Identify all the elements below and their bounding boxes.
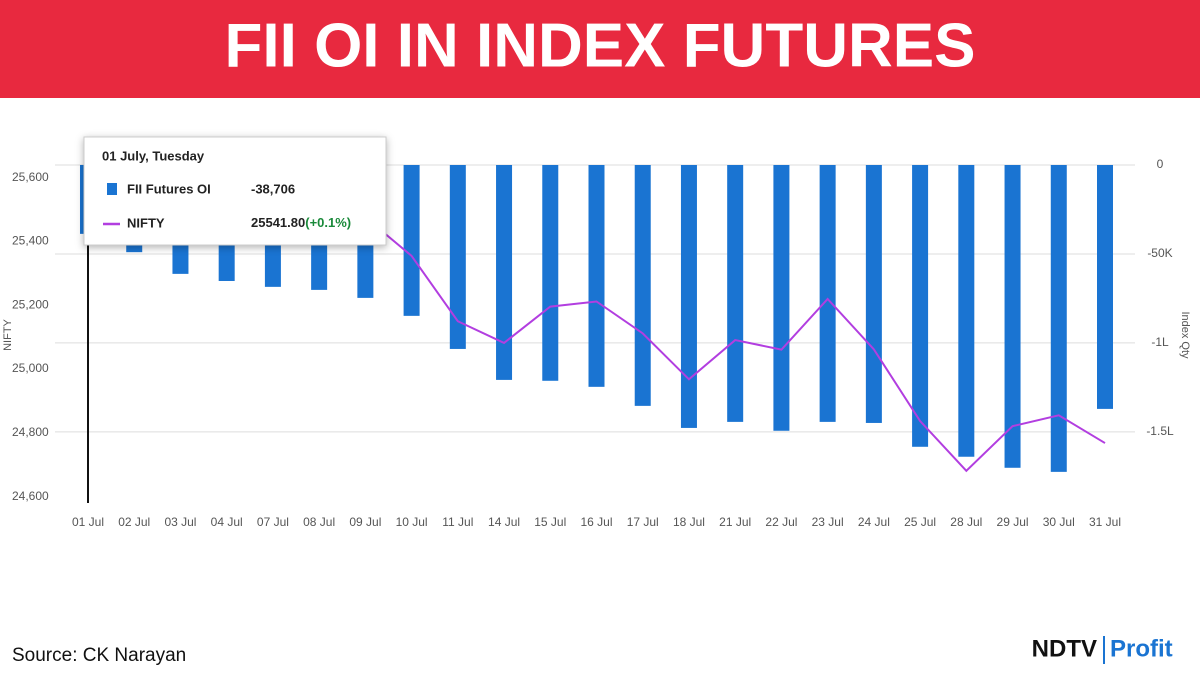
- bar: [773, 165, 790, 431]
- y-tick-label: 25,200: [12, 297, 49, 311]
- legend-label: FII Futures OI: [127, 181, 211, 196]
- x-tick-label: 09 Jul: [349, 515, 381, 529]
- x-tick-label: 30 Jul: [1043, 515, 1075, 529]
- bar: [1097, 165, 1113, 409]
- x-tick-label: 28 Jul: [950, 515, 982, 529]
- y2-tick-label: -1L: [1151, 335, 1169, 349]
- y-tick-label: 25,000: [12, 361, 49, 375]
- x-tick-label: 14 Jul: [488, 515, 520, 529]
- bar: [403, 165, 420, 316]
- y2-axis-label: Index Qty: [1179, 311, 1191, 359]
- x-tick-label: 02 Jul: [118, 515, 150, 529]
- bar: [680, 165, 697, 428]
- x-tick-label: 21 Jul: [719, 515, 751, 529]
- y2-tick-label: -1.5L: [1146, 424, 1174, 438]
- tooltip-value: -38,706: [251, 181, 295, 196]
- x-tick-label: 23 Jul: [812, 515, 844, 529]
- y2-tick-label: 0: [1157, 157, 1164, 171]
- bar: [819, 165, 836, 422]
- y-tick-label: 25,600: [12, 170, 49, 184]
- bar: [958, 165, 975, 457]
- x-tick-label: 24 Jul: [858, 515, 890, 529]
- y-axis-label: NIFTY: [2, 318, 14, 350]
- tooltip: 01 July, Tuesday FII Futures OI -38,706 NIF…: [83, 136, 387, 246]
- tooltip-value: 25541.80(+0.1%): [251, 215, 351, 230]
- bar: [1004, 165, 1021, 468]
- legend-label: NIFTY: [127, 215, 165, 230]
- bar: [1050, 165, 1067, 472]
- x-tick-label: 31 Jul: [1089, 515, 1121, 529]
- x-tick-label: 03 Jul: [164, 515, 196, 529]
- brand-product: Profit: [1110, 635, 1173, 662]
- x-tick-label: 10 Jul: [396, 515, 428, 529]
- x-tick-label: 08 Jul: [303, 515, 335, 529]
- x-tick-label: 11 Jul: [442, 515, 473, 529]
- x-tick-label: 29 Jul: [997, 515, 1029, 529]
- bar: [588, 165, 605, 387]
- x-tick-label: 18 Jul: [673, 515, 705, 529]
- x-tick-label: 01 Jul: [72, 515, 104, 529]
- bar: [449, 165, 466, 349]
- tooltip-nifty: 25541.80: [251, 215, 305, 230]
- y-tick-label: 24,800: [12, 425, 49, 439]
- brand-name: NDTV: [1032, 635, 1097, 662]
- title-banner: [0, 0, 1200, 98]
- source: Source: CK Narayan: [12, 645, 186, 666]
- bar: [727, 165, 744, 422]
- x-tick-label: 17 Jul: [627, 515, 659, 529]
- bar: [542, 165, 559, 381]
- y-tick-label: 25,400: [12, 234, 49, 248]
- x-tick-label: 25 Jul: [904, 515, 936, 529]
- bar: [496, 165, 513, 380]
- x-tick-label: 04 Jul: [211, 515, 243, 529]
- legend-swatch: [107, 183, 117, 195]
- tooltip-title: 01 July, Tuesday: [102, 148, 205, 163]
- tooltip-change: (+0.1%): [305, 215, 351, 230]
- bar: [634, 165, 651, 406]
- x-tick-label: 15 Jul: [534, 515, 566, 529]
- x-tick-label: 22 Jul: [765, 515, 797, 529]
- y-tick-label: 24,600: [12, 489, 49, 503]
- y2-tick-label: -50K: [1147, 246, 1172, 260]
- bar: [865, 165, 882, 423]
- bar: [912, 165, 929, 447]
- chart-title: FII OI IN INDEX FUTURES: [225, 11, 976, 80]
- x-tick-label: 07 Jul: [257, 515, 289, 529]
- tooltip-box: [83, 136, 387, 246]
- x-tick-label: 16 Jul: [580, 515, 612, 529]
